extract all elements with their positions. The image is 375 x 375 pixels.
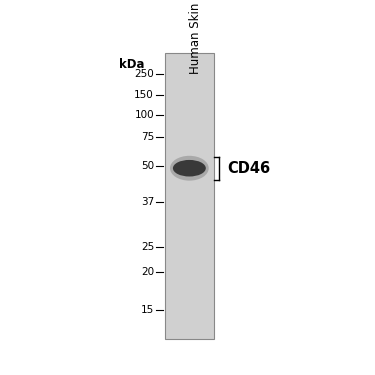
Text: 150: 150 xyxy=(134,90,154,100)
Ellipse shape xyxy=(173,160,206,177)
Text: 100: 100 xyxy=(134,110,154,120)
Text: CD46: CD46 xyxy=(227,161,270,176)
Text: 15: 15 xyxy=(141,305,154,315)
Text: kDa: kDa xyxy=(119,58,144,71)
Text: 20: 20 xyxy=(141,267,154,277)
Ellipse shape xyxy=(170,156,209,181)
Text: 37: 37 xyxy=(141,197,154,207)
Text: 50: 50 xyxy=(141,162,154,171)
Text: 75: 75 xyxy=(141,132,154,142)
Text: 25: 25 xyxy=(141,242,154,252)
Bar xyxy=(165,53,213,339)
Text: 250: 250 xyxy=(134,69,154,79)
Text: Human Skin: Human Skin xyxy=(189,3,202,75)
